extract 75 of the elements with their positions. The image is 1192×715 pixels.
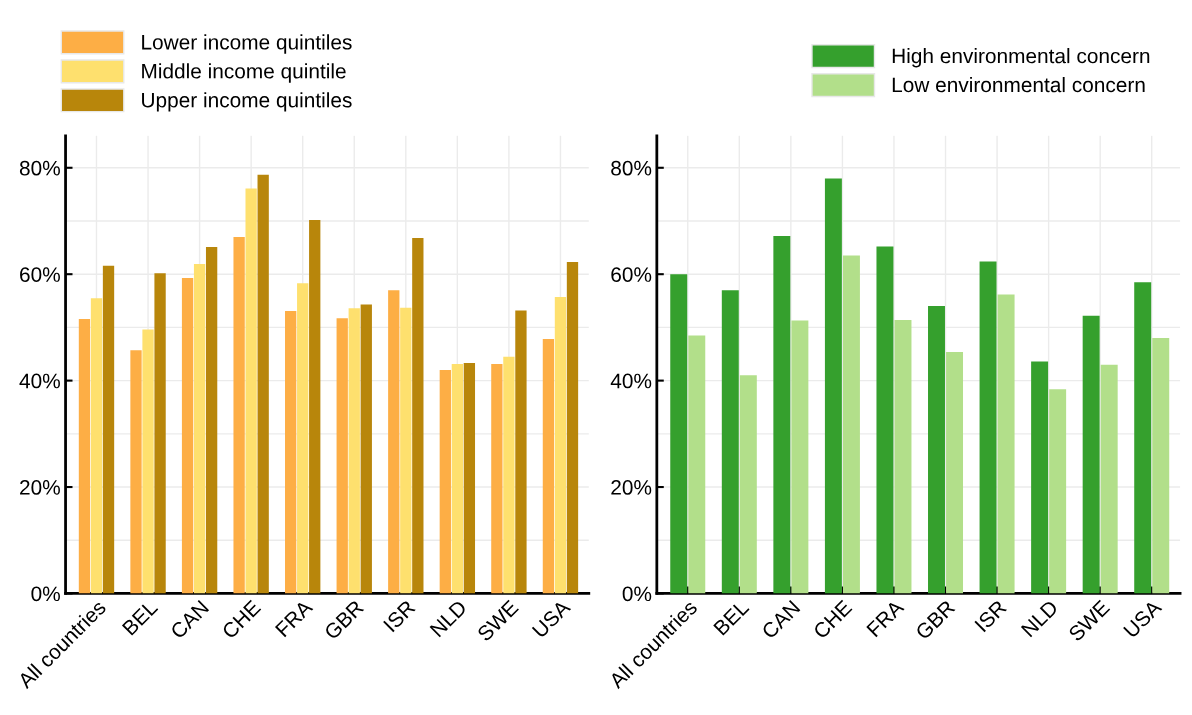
bar (946, 351, 964, 594)
bar (142, 329, 154, 594)
y-tick-label: 80% (19, 160, 60, 176)
bar (205, 247, 218, 594)
bar (233, 236, 245, 594)
x-tick-label: BEL (713, 599, 750, 636)
bar (297, 283, 309, 594)
bar (154, 273, 166, 594)
bar (979, 261, 997, 594)
bar (894, 319, 912, 594)
bar (928, 306, 945, 594)
bar (1031, 361, 1049, 594)
bar (285, 310, 297, 594)
bar (388, 290, 400, 594)
bar (336, 318, 348, 594)
bar (181, 277, 194, 594)
bar (542, 339, 555, 594)
bar (824, 178, 842, 594)
legend-label: Upper income quintiles (142, 92, 352, 112)
bar (566, 261, 579, 594)
bar (245, 188, 257, 594)
bar (412, 238, 424, 594)
bar (451, 364, 464, 594)
x-tick-label: FRA (274, 598, 314, 638)
bar (1049, 389, 1067, 594)
bar (1152, 338, 1170, 594)
bar (400, 307, 412, 594)
bar (102, 265, 115, 594)
bar (130, 350, 142, 594)
bar (670, 274, 688, 594)
x-tick-label: USA (1122, 598, 1163, 639)
bar (1082, 315, 1100, 594)
x-tick-label: ISR (974, 599, 1008, 633)
bar (791, 320, 809, 594)
bar (688, 335, 706, 594)
legend-label: Low environmental concern (892, 76, 1145, 93)
bar (997, 294, 1015, 594)
bar (78, 318, 91, 594)
bar (439, 369, 451, 594)
x-tick-label: NLD (1020, 599, 1059, 638)
y-tick-label: 20% (611, 480, 652, 495)
bar (491, 364, 503, 594)
bar (503, 356, 515, 594)
y-tick-label: 20% (20, 480, 60, 495)
bar (90, 298, 103, 594)
bar (842, 255, 860, 594)
y-tick-label: 80% (611, 160, 652, 176)
y-tick-label: 60% (20, 267, 60, 282)
bar (721, 290, 739, 594)
bar (463, 363, 476, 594)
bar (554, 297, 567, 594)
legend-label: Lower income quintiles (142, 34, 352, 54)
x-tick-label: BEL (121, 599, 159, 636)
x-tick-label: USA (531, 598, 572, 639)
x-tick-label: FRA (866, 598, 905, 638)
y-tick-label: 40% (610, 373, 652, 389)
bar (257, 174, 269, 594)
bar (193, 264, 206, 594)
y-tick-label: 40% (19, 373, 60, 389)
bar (739, 375, 757, 594)
bar (515, 310, 527, 594)
bar (348, 308, 360, 594)
bar (1100, 364, 1118, 594)
legend-label: High environmental concern (892, 48, 1150, 68)
x-tick-label: ISR (382, 599, 416, 633)
bar (1134, 282, 1152, 594)
bar (309, 219, 321, 594)
bar (876, 246, 894, 594)
legend-label: Middle income quintile (142, 63, 346, 83)
y-tick-label: 60% (611, 267, 652, 282)
x-tick-label: NLD (429, 599, 468, 638)
y-tick-label: 0% (622, 586, 652, 602)
bar (360, 304, 372, 594)
bar (773, 235, 791, 594)
y-tick-label: 0% (31, 586, 60, 602)
